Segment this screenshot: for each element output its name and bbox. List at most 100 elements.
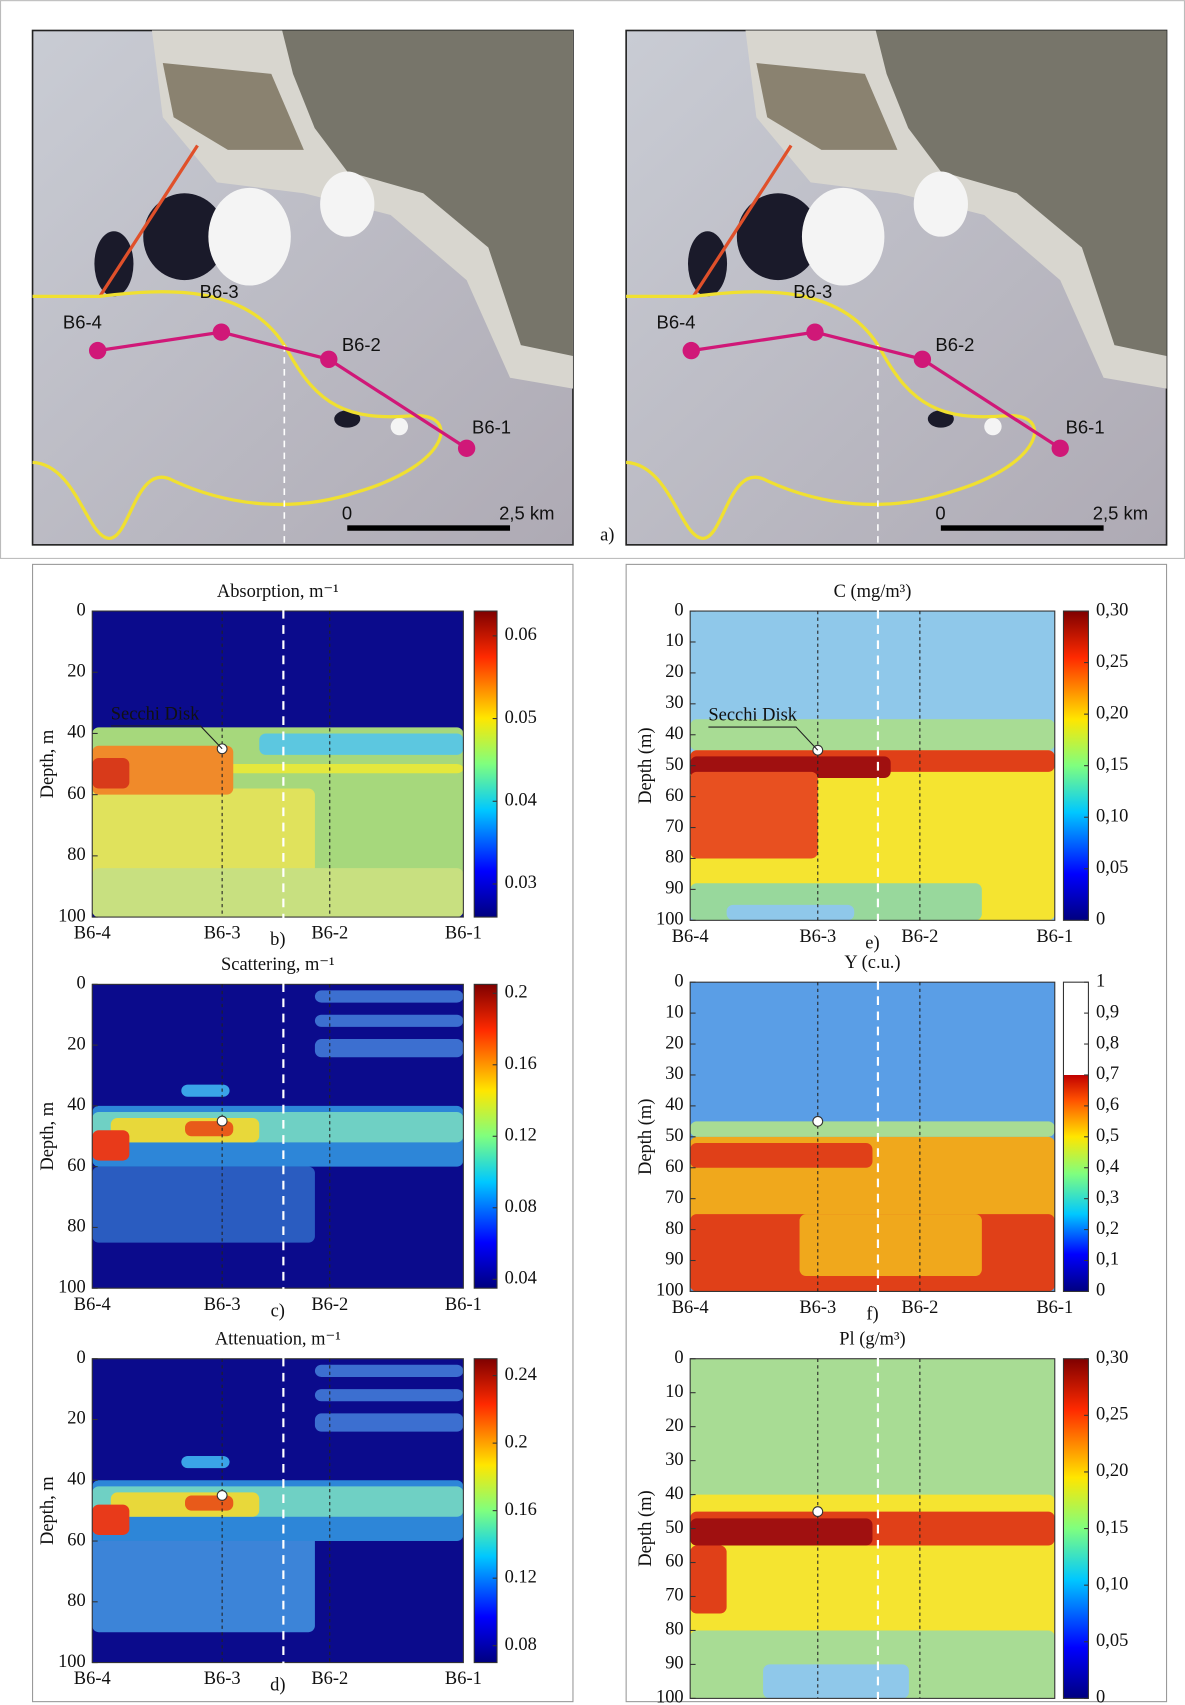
- colorbar-tick-label: 0.12: [505, 1566, 537, 1586]
- section-field: [92, 1526, 315, 1632]
- section-field: [690, 772, 818, 859]
- y-tick-label: 20: [67, 1033, 85, 1053]
- y-tick-label: 30: [665, 1063, 683, 1083]
- station-label: B6-1: [1066, 417, 1105, 438]
- y-axis-label: Depth (m): [635, 728, 656, 804]
- y-tick-label: 0: [674, 970, 683, 990]
- section-field: [690, 1546, 726, 1614]
- x-label: B6-3: [204, 1668, 241, 1688]
- section-field: [259, 733, 463, 754]
- x-label: B6-1: [445, 923, 482, 943]
- y-tick-label: 20: [67, 1408, 85, 1428]
- y-axis-label: Depth (m): [635, 1490, 656, 1566]
- y-tick-label: 50: [665, 754, 683, 774]
- y-tick-label: 60: [665, 785, 683, 805]
- colorbar-tick-label: 0: [1096, 909, 1105, 929]
- station-label: B6-2: [935, 334, 974, 355]
- colorbar-tick-label: 0,25: [1096, 1404, 1128, 1424]
- colorbar-tick-label: 0.24: [505, 1364, 537, 1384]
- station: [683, 342, 700, 359]
- x-label: B6-3: [204, 1294, 241, 1314]
- y-tick-label: 10: [665, 630, 683, 650]
- secchi-point: [217, 1491, 227, 1501]
- station: [213, 323, 230, 340]
- colorbar-tick-label: 0,25: [1096, 651, 1128, 671]
- cloud: [391, 418, 408, 435]
- x-label: B6-1: [445, 1668, 482, 1688]
- colorbar-tick-label: 0.06: [505, 624, 537, 644]
- section-field: [92, 1505, 129, 1535]
- colorbar-tick-label: 0,30: [1096, 599, 1128, 619]
- panel-label: d): [270, 1675, 285, 1696]
- colorbar-tick-label: 0,05: [1096, 1630, 1128, 1650]
- x-label: B6-1: [445, 1294, 482, 1314]
- y-axis-label: Depth, m: [37, 729, 57, 798]
- panel-label: b): [270, 929, 285, 950]
- section-field: [690, 1518, 872, 1545]
- section-field: [92, 1130, 129, 1160]
- colorbar-tick-label: 0,05: [1096, 857, 1128, 877]
- colorbar-tick-label: 0.16: [505, 1053, 537, 1073]
- colorbar-tick-label: 0,30: [1096, 1347, 1128, 1367]
- cloud: [320, 172, 374, 237]
- panel-label: e): [865, 932, 879, 953]
- station: [806, 323, 823, 340]
- section-field: [690, 1143, 872, 1168]
- y-tick-label: 70: [665, 1187, 683, 1207]
- section-field: [315, 1039, 463, 1057]
- colorbar-tick-label: 0,1: [1096, 1249, 1119, 1269]
- secchi-point: [217, 1116, 227, 1126]
- cloud: [984, 418, 1001, 435]
- station-label: B6-4: [63, 311, 102, 332]
- colorbar-tick-label: 0,9: [1096, 1001, 1119, 1021]
- station: [1052, 440, 1069, 457]
- y-tick-label: 70: [665, 816, 683, 836]
- colorbar-tick-label: 0.2: [505, 1431, 528, 1451]
- y-tick-label: 80: [665, 1218, 683, 1238]
- annotation: Secchi Disk: [708, 704, 797, 724]
- station-label: B6-3: [793, 281, 832, 302]
- colorbar-tick-label: 0,20: [1096, 702, 1128, 722]
- y-tick-label: 40: [665, 723, 683, 743]
- colorbar-tick-label: 0,4: [1096, 1156, 1119, 1176]
- cloud: [208, 188, 290, 286]
- x-label: B6-2: [311, 923, 348, 943]
- y-tick-label: 0: [77, 973, 86, 993]
- y-axis-label: Depth, m: [37, 1101, 57, 1170]
- section-field: [315, 990, 463, 1002]
- section-field: [92, 868, 463, 917]
- colorbar-tick-label: 0.08: [505, 1634, 537, 1654]
- section-field: [315, 1389, 463, 1401]
- section-field: [111, 1118, 259, 1142]
- x-label: B6-4: [672, 926, 709, 946]
- y-tick-label: 90: [665, 1249, 683, 1269]
- y-tick-label: 60: [67, 1529, 85, 1549]
- cloud-shadow: [94, 231, 133, 296]
- y-tick-label: 40: [665, 1483, 683, 1503]
- section-field: [763, 1664, 909, 1698]
- y-tick-label: 90: [665, 878, 683, 898]
- y-tick-label: 20: [665, 1032, 683, 1052]
- colorbar-tick-label: 0: [1096, 1280, 1105, 1300]
- y-tick-label: 80: [665, 1619, 683, 1639]
- secchi-point: [813, 1507, 823, 1517]
- y-tick-label: 0: [77, 1347, 86, 1367]
- colorbar-tick-label: 0,5: [1096, 1125, 1119, 1145]
- y-tick-label: 80: [665, 847, 683, 867]
- colorbar-tick-label: 0.2: [505, 982, 528, 1002]
- y-tick-label: 40: [67, 1469, 85, 1489]
- colorbar-tick-label: 0.05: [505, 707, 537, 727]
- annotation: Secchi Disk: [111, 703, 200, 723]
- colorbar-tick-label: 0.03: [505, 872, 537, 892]
- cloud-shadow: [688, 231, 727, 296]
- panel-label: f): [866, 1304, 878, 1325]
- y-tick-label: 20: [665, 1415, 683, 1435]
- section-field: [727, 905, 855, 920]
- x-label: B6-2: [901, 1297, 938, 1317]
- secchi-point: [813, 1116, 823, 1126]
- y-tick-label: 90: [665, 1653, 683, 1673]
- section-field: [315, 1365, 463, 1377]
- panel-title: Absorption, m⁻¹: [217, 581, 339, 601]
- scale-end: 2,5 km: [1093, 502, 1148, 523]
